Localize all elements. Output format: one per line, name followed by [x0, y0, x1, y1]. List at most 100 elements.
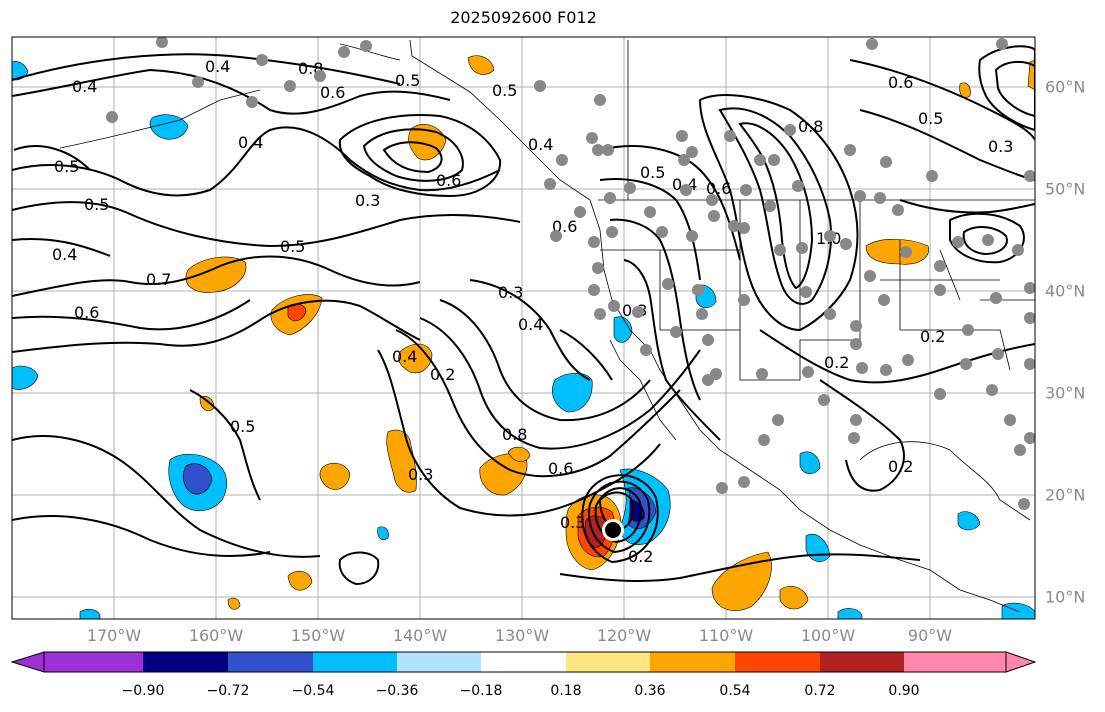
latitude-label: 60°N — [1045, 77, 1086, 97]
station-dot — [662, 278, 674, 290]
contour-value-label: 0.2 — [824, 353, 849, 372]
station-dot — [708, 210, 720, 222]
station-dot — [878, 294, 890, 306]
contour-value-label: 0.7 — [146, 270, 171, 289]
station-dot — [850, 338, 862, 350]
station-dot — [848, 432, 860, 444]
station-dot — [960, 358, 972, 370]
station-dot — [702, 374, 714, 386]
station-dot — [314, 70, 326, 82]
station-dot — [604, 192, 616, 204]
station-dot — [588, 236, 600, 248]
longitude-label: 170°W — [86, 626, 142, 645]
station-dot — [246, 96, 258, 108]
station-dot — [992, 348, 1004, 360]
station-dot — [592, 144, 604, 156]
station-dot — [880, 364, 892, 376]
station-dot — [686, 146, 698, 158]
station-dot — [892, 204, 904, 216]
station-dot — [962, 324, 974, 336]
longitude-label: 140°W — [392, 626, 448, 645]
contour-value-label: 0.2 — [888, 457, 913, 476]
station-dot — [724, 130, 736, 142]
contour-value-label: 0.8 — [798, 117, 823, 136]
longitude-label: 150°W — [290, 626, 346, 645]
station-dot — [1014, 444, 1026, 456]
latitude-label: 20°N — [1045, 485, 1086, 505]
station-dot — [644, 206, 656, 218]
station-dot — [738, 294, 750, 306]
station-dot — [592, 262, 604, 274]
station-dot — [864, 270, 876, 282]
station-dot — [338, 46, 350, 58]
contour-value-label: 0.4 — [52, 245, 77, 264]
station-dot — [818, 394, 830, 406]
station-dot — [824, 230, 836, 242]
station-dot — [556, 154, 568, 166]
contour-value-label: 0.3 — [988, 137, 1013, 156]
station-dot — [588, 284, 600, 296]
contour-value-label: 0.4 — [528, 135, 553, 154]
station-dot — [632, 306, 644, 318]
station-dot — [670, 326, 682, 338]
colorbar-tick-label: 0.72 — [804, 683, 836, 699]
hurricane-center-marker — [602, 519, 624, 541]
contour-value-label: 0.6 — [74, 303, 99, 322]
station-dot — [1024, 432, 1035, 444]
latitude-label: 40°N — [1045, 281, 1086, 301]
station-dot — [982, 234, 994, 246]
colorbar-tick-label: −0.36 — [375, 683, 419, 699]
contour-value-label: 0.5 — [918, 109, 943, 128]
map-frame — [11, 36, 1036, 620]
station-dot — [192, 76, 204, 88]
station-dot — [284, 80, 296, 92]
colorbar-tick-label: 0.90 — [888, 683, 920, 699]
station-dot — [1024, 170, 1035, 182]
station-dot — [640, 344, 652, 356]
station-dot — [702, 334, 714, 346]
longitude-label: 130°W — [494, 626, 550, 645]
station-dot — [758, 434, 770, 446]
station-dot — [692, 284, 704, 296]
contour-value-label: 0.5 — [395, 71, 420, 90]
contour-value-label: 0.8 — [502, 425, 527, 444]
station-dot — [756, 368, 768, 380]
contour-value-label: 0.5 — [84, 195, 109, 214]
station-dot — [624, 182, 636, 194]
station-dot — [550, 230, 562, 242]
station-dot — [360, 40, 372, 52]
station-dot — [586, 132, 598, 144]
contour-value-label: 0.3 — [498, 283, 523, 302]
station-dot — [594, 308, 606, 320]
colorbar-tick-label: −0.54 — [291, 683, 335, 699]
colorbar-tick-label: 0.54 — [719, 683, 751, 699]
contour-value-label: 0.6 — [888, 73, 913, 92]
station-dot — [656, 226, 668, 238]
contour-value-label: 0.4 — [518, 315, 543, 334]
station-dot — [706, 194, 718, 206]
colorbar-tick-label: 0.36 — [634, 683, 666, 699]
colorbar-tick-label: −0.90 — [121, 683, 165, 699]
station-dot — [1024, 312, 1035, 324]
station-dot — [686, 230, 698, 242]
station-dot — [768, 154, 780, 166]
contour-value-label: 0.4 — [205, 57, 230, 76]
contour-value-label: 0.2 — [430, 365, 455, 384]
longitude-label: 100°W — [800, 626, 856, 645]
contour-lines — [12, 45, 1035, 586]
contour-value-label: 0.6 — [706, 179, 731, 198]
station-dot — [856, 362, 868, 374]
station-dot — [952, 236, 964, 248]
station-dot — [772, 414, 784, 426]
station-dot — [696, 308, 708, 320]
station-dot — [1012, 244, 1024, 256]
station-dot — [902, 354, 914, 366]
contour-value-label: 0.4 — [72, 77, 97, 96]
colorbar-tick-label: 0.18 — [550, 683, 582, 699]
contour-value-label: 0.5 — [640, 163, 665, 182]
station-dot — [866, 38, 878, 50]
station-dot — [874, 192, 886, 204]
station-dot — [738, 222, 750, 234]
station-dot — [754, 154, 766, 166]
